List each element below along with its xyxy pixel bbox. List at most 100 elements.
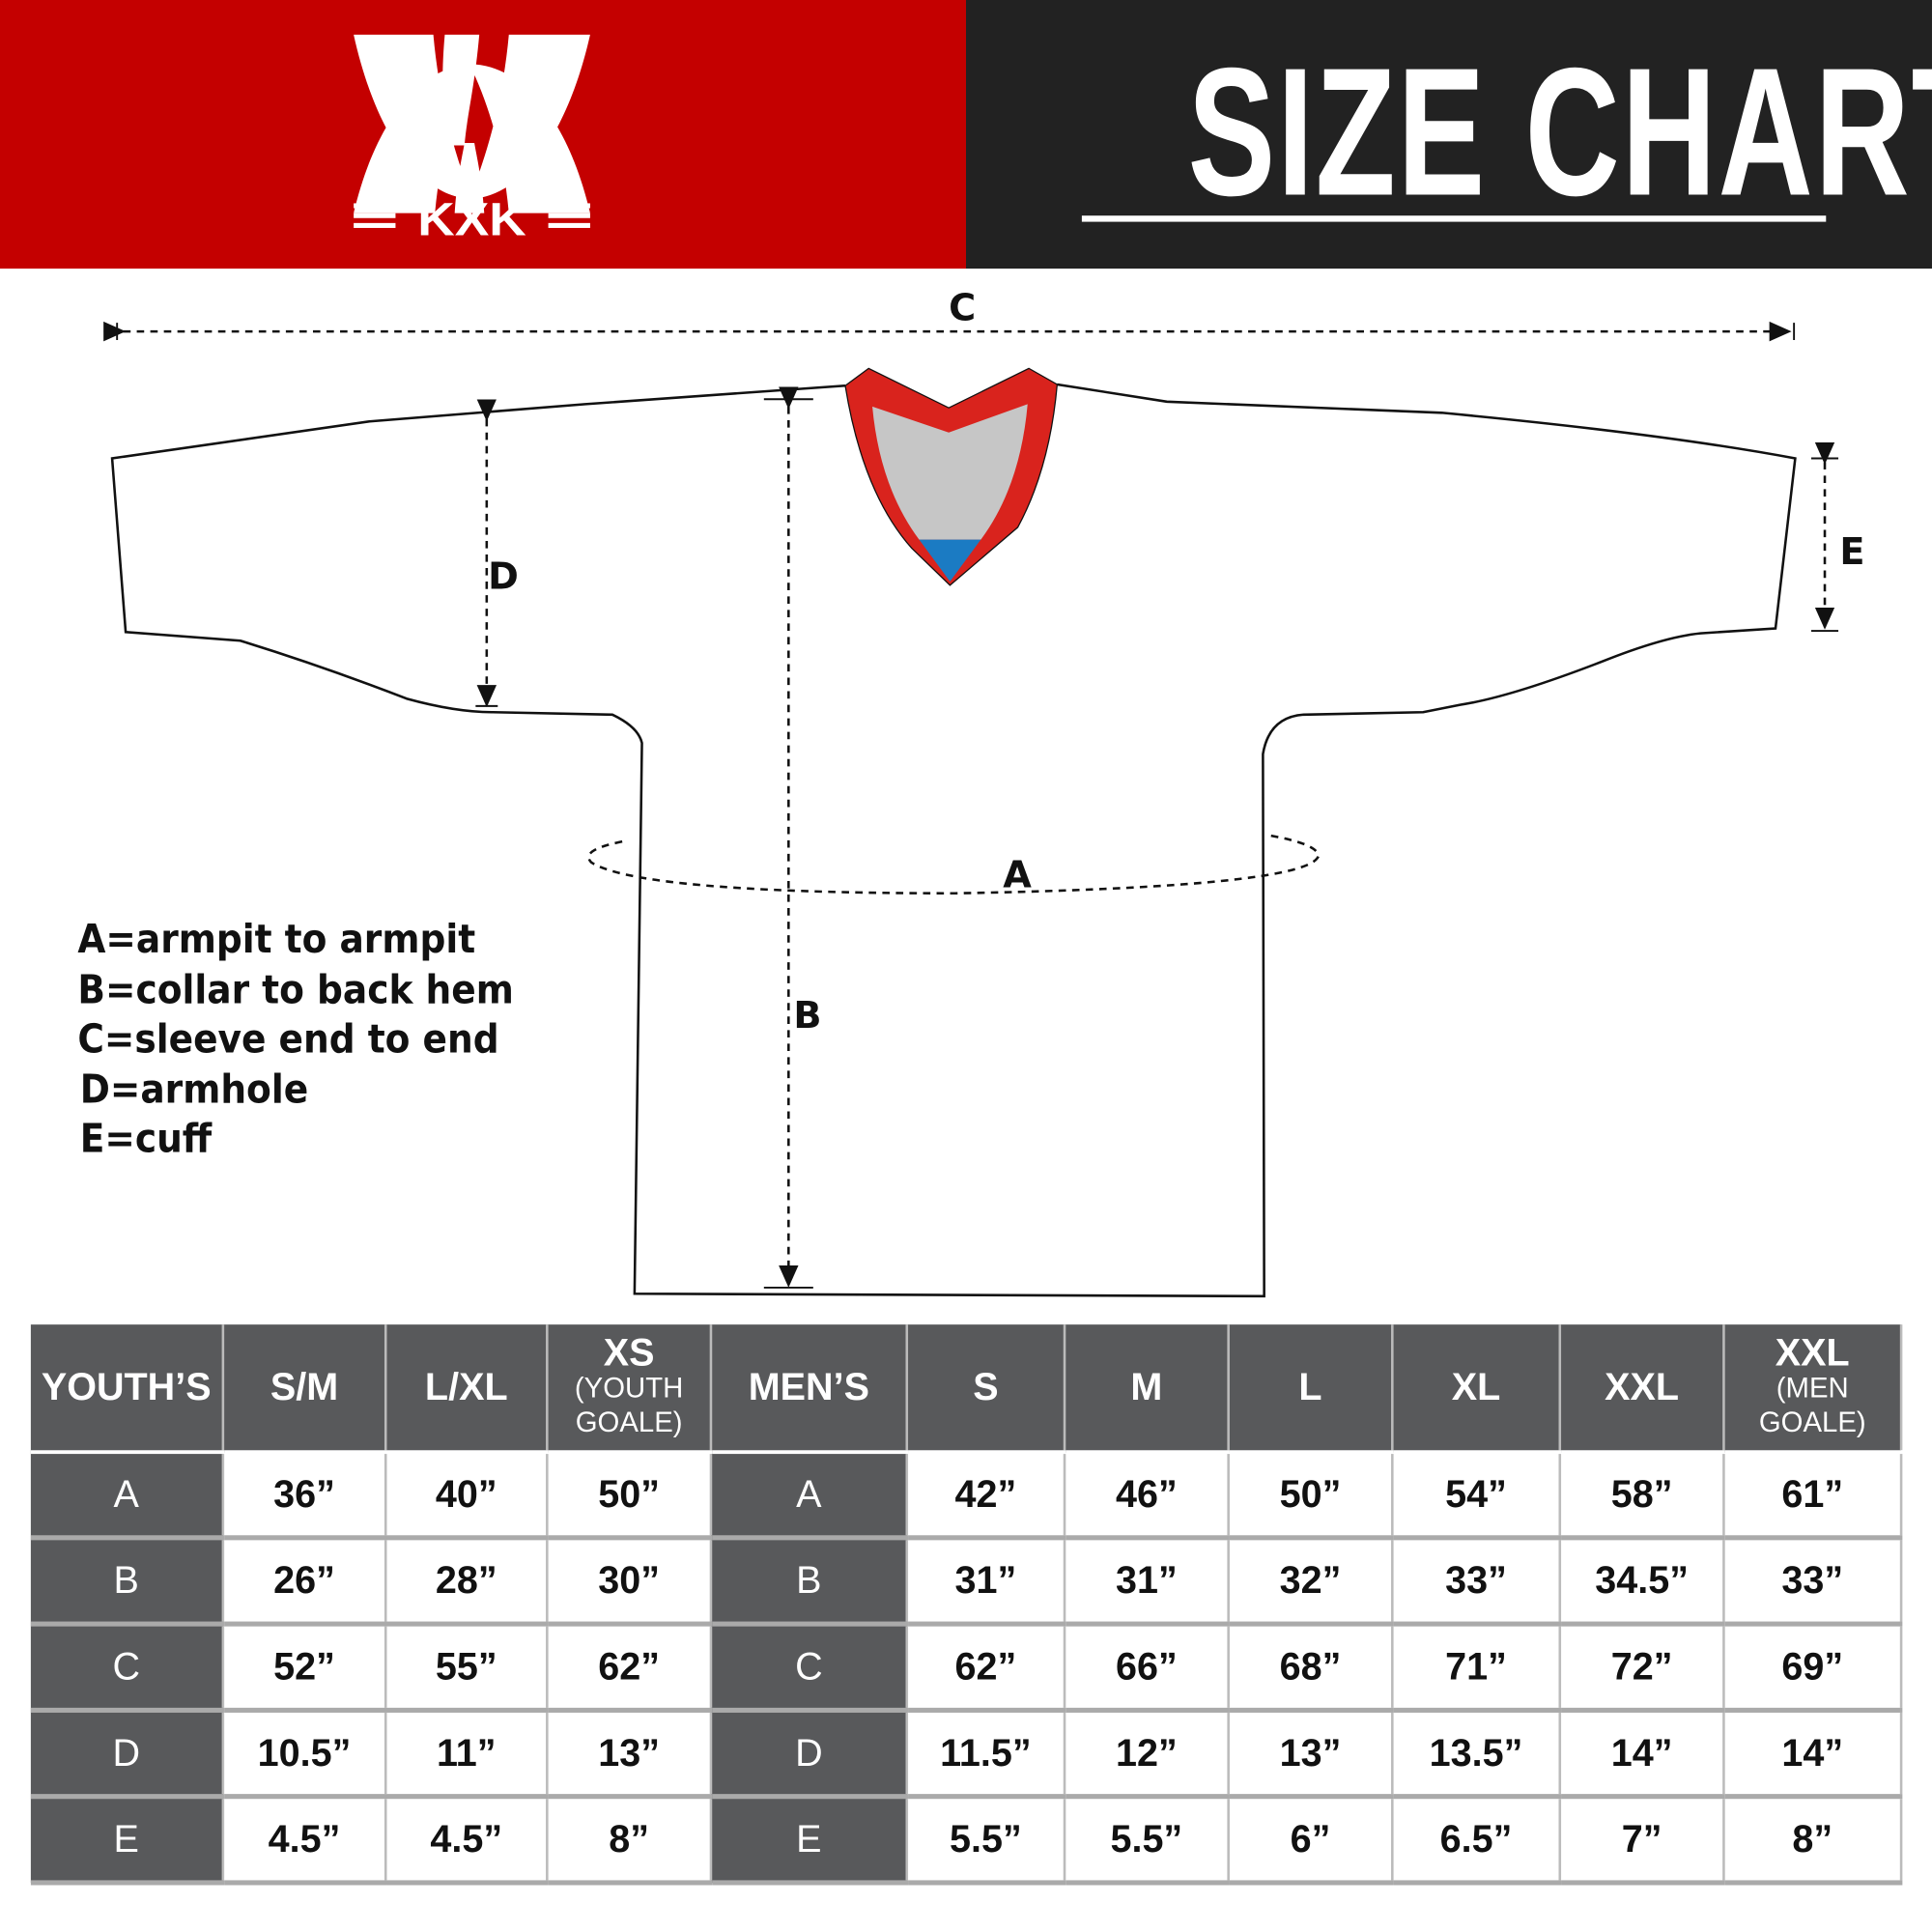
column-header-label: XXL xyxy=(1605,1365,1680,1408)
label-a: A xyxy=(1003,853,1032,896)
men-size-cell: 33” xyxy=(1392,1537,1562,1627)
column-header: S xyxy=(906,1324,1066,1455)
men-size-cell: 8” xyxy=(1723,1796,1903,1886)
collar-inner xyxy=(872,404,1028,540)
column-header-label: XL xyxy=(1451,1365,1501,1408)
measure-a-ellipse xyxy=(587,834,1321,895)
youth-size-cell: 36” xyxy=(222,1452,387,1541)
youth-size-cell: 30” xyxy=(547,1537,713,1627)
men-size-cell: 5.5” xyxy=(906,1796,1066,1886)
youth-size-cell: 4.5” xyxy=(222,1796,387,1886)
men-size-cell: 34.5” xyxy=(1559,1537,1725,1627)
men-size-cell: 12” xyxy=(1065,1710,1230,1800)
table-row: D 10.5” 11” 13” D 11.5” 12” 13” 13.5” 14” 14” xyxy=(30,1710,1903,1800)
column-header-label: M xyxy=(1130,1365,1163,1408)
column-header-label: L xyxy=(1298,1365,1322,1408)
column-header: S/M xyxy=(222,1324,387,1455)
column-header-label: XS xyxy=(603,1330,655,1375)
youth-size-cell: 4.5” xyxy=(385,1796,549,1886)
youth-size-cell: 52” xyxy=(222,1624,387,1713)
legend-item: A=armpit to armpit xyxy=(77,915,476,963)
column-header: XL xyxy=(1392,1324,1562,1455)
youth-size-cell: 8” xyxy=(547,1796,713,1886)
legend-item: D=armhole xyxy=(79,1065,309,1113)
men-size-cell: 68” xyxy=(1228,1624,1394,1713)
youth-size-cell: 55” xyxy=(385,1624,549,1713)
table-row: A 36” 40” 50” A 42” 46” 50” 54” 58” 61” xyxy=(30,1452,1903,1541)
men-size-cell: 6” xyxy=(1228,1796,1394,1886)
men-size-cell: 50” xyxy=(1228,1452,1394,1541)
youth-size-cell: 10.5” xyxy=(222,1710,387,1800)
men-size-cell: 46” xyxy=(1065,1452,1230,1541)
brand-banner xyxy=(0,0,966,270)
youth-size-cell: 28” xyxy=(385,1537,549,1627)
men-size-cell: 71” xyxy=(1392,1624,1562,1713)
men-size-cell: 66” xyxy=(1065,1624,1230,1713)
youth-size-cell: 13” xyxy=(547,1710,713,1800)
column-header: XXL (MEN GOALE) xyxy=(1723,1324,1903,1455)
title-banner xyxy=(965,0,1932,270)
men-size-cell: 7” xyxy=(1559,1796,1725,1886)
row-label-youth: E xyxy=(30,1796,225,1886)
men-size-cell: 31” xyxy=(1065,1537,1230,1627)
collar-blue xyxy=(919,539,981,582)
column-header-label: YOUTH’S xyxy=(41,1365,212,1408)
table-row: E 4.5” 4.5” 8” E 5.5” 5.5” 6” 6.5” 7” 8” xyxy=(30,1796,1903,1886)
men-size-cell: 13.5” xyxy=(1392,1710,1562,1800)
jersey-diagram: C D E A B xyxy=(103,287,1864,1298)
men-size-cell: 11.5” xyxy=(906,1710,1066,1800)
row-label-men: E xyxy=(710,1796,909,1886)
men-size-cell: 58” xyxy=(1559,1452,1725,1541)
column-header: M xyxy=(1065,1324,1230,1455)
men-size-cell: 33” xyxy=(1723,1537,1903,1627)
column-header-label: S/M xyxy=(270,1365,339,1408)
page-title: SIZE CHART xyxy=(1187,30,1932,235)
row-label-men: B xyxy=(710,1537,909,1627)
men-size-cell: 32” xyxy=(1228,1537,1394,1627)
men-size-cell: 13” xyxy=(1228,1710,1394,1800)
label-d: D xyxy=(488,555,519,599)
column-header: L xyxy=(1228,1324,1394,1455)
row-label-men: A xyxy=(710,1452,909,1541)
table-row: C 52” 55” 62” C 62” 66” 68” 71” 72” 69” xyxy=(30,1624,1903,1713)
column-header-label: L/XL xyxy=(424,1365,508,1408)
legend-item: C=sleeve end to end xyxy=(77,1015,499,1063)
column-header-label: MEN’S xyxy=(748,1365,869,1408)
youth-size-cell: 26” xyxy=(222,1537,387,1627)
kxk-logo: KXK xyxy=(354,34,590,238)
column-header: L/XL xyxy=(385,1324,549,1455)
row-label-youth: D xyxy=(30,1710,225,1800)
column-header: MEN’S xyxy=(710,1324,909,1455)
youth-size-cell: 50” xyxy=(547,1452,713,1541)
column-header: XXL xyxy=(1559,1324,1725,1455)
men-size-cell: 61” xyxy=(1723,1452,1903,1541)
row-label-youth: A xyxy=(30,1452,225,1541)
jersey-outline xyxy=(110,383,1797,1298)
legend-item: B=collar to back hem xyxy=(77,965,514,1012)
label-c: C xyxy=(949,287,976,330)
title-underline xyxy=(1081,215,1827,222)
column-header-sublabel: (MEN GOALE) xyxy=(1758,1371,1866,1438)
men-size-cell: 5.5” xyxy=(1065,1796,1230,1886)
size-table: YOUTH’S S/M L/XL XS (YOUTH GOALE) MEN’S S M L XL X… xyxy=(30,1324,1903,1886)
table-header-row: YOUTH’S S/M L/XL XS (YOUTH GOALE) MEN’S S M L XL X… xyxy=(30,1324,1903,1455)
column-header-sublabel: (YOUTH GOALE) xyxy=(574,1371,684,1438)
row-label-youth: C xyxy=(30,1624,225,1713)
men-size-cell: 69” xyxy=(1723,1624,1903,1713)
measurement-legend: A=armpit to armpit B=collar to back hem … xyxy=(77,914,513,1163)
column-header-label: XXL xyxy=(1775,1330,1850,1375)
men-size-cell: 54” xyxy=(1392,1452,1562,1541)
label-b: B xyxy=(793,994,821,1037)
logo-wordmark: KXK xyxy=(417,193,526,238)
men-size-cell: 31” xyxy=(906,1537,1066,1627)
men-size-cell: 42” xyxy=(906,1452,1066,1541)
youth-size-cell: 62” xyxy=(547,1624,713,1713)
men-size-cell: 6.5” xyxy=(1392,1796,1562,1886)
men-size-cell: 14” xyxy=(1723,1710,1903,1800)
youth-size-cell: 11” xyxy=(385,1710,549,1800)
column-header: YOUTH’S xyxy=(30,1324,225,1455)
men-size-cell: 72” xyxy=(1559,1624,1725,1713)
legend-item: E=cuff xyxy=(79,1115,213,1162)
youth-size-cell: 40” xyxy=(385,1452,549,1541)
